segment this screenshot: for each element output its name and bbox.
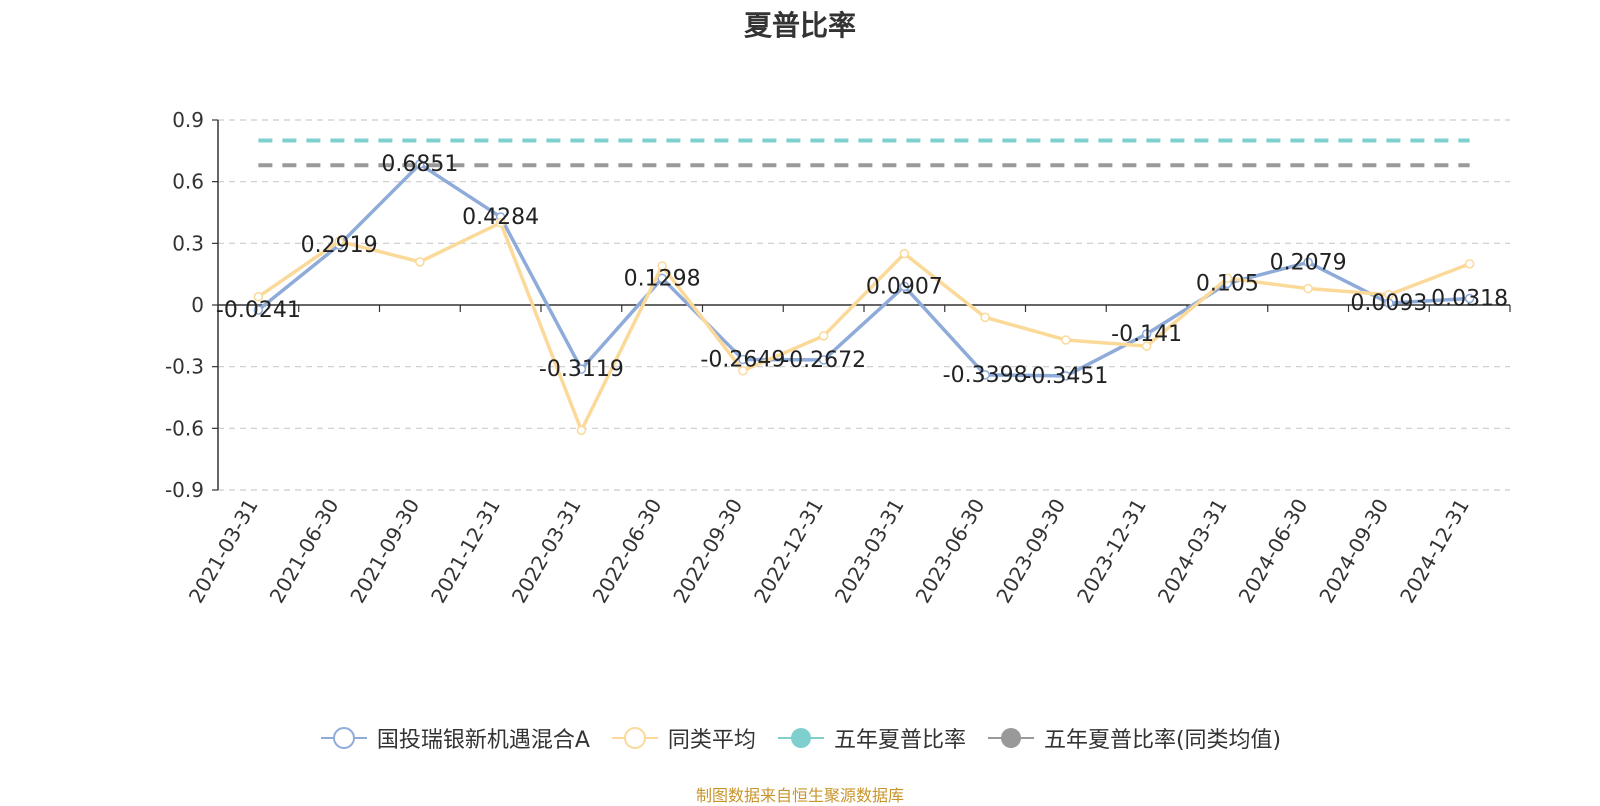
hollow-circle-icon [320, 727, 367, 749]
data-label: 0.1298 [624, 266, 701, 291]
data-label: 0.0907 [866, 274, 943, 299]
y-tick-label: 0.3 [172, 231, 204, 255]
hollow-circle-icon [611, 727, 658, 749]
data-point[interactable] [253, 305, 264, 315]
data-point[interactable] [495, 218, 506, 228]
x-tick-label: 2021-06-30 [265, 495, 344, 608]
data-point[interactable] [1141, 329, 1152, 339]
data-point[interactable] [738, 354, 748, 365]
data-point[interactable] [576, 425, 587, 436]
legend-item-1[interactable]: 同类平均 [610, 722, 756, 754]
data-label: -0.3119 [539, 357, 624, 382]
y-tick-label: -0.3 [165, 355, 204, 379]
data-label: -0.3398 [943, 363, 1028, 388]
data-point[interactable] [1464, 259, 1475, 269]
source-note: 制图数据来自恒生聚源数据库 [695, 786, 904, 805]
chart-title: 夏普比率 [743, 9, 856, 42]
legend-label: 同类平均 [667, 728, 756, 753]
data-point[interactable] [334, 236, 344, 247]
x-tick-label: 2023-03-31 [830, 495, 909, 608]
data-label: -0.3451 [1023, 364, 1108, 389]
data-point[interactable] [657, 273, 667, 284]
x-tick-label: 2024-06-30 [1234, 495, 1313, 608]
data-point[interactable] [1061, 335, 1071, 345]
legend-label: 五年夏普比率(同类均值) [1043, 728, 1282, 753]
x-tick-label: 2022-03-31 [507, 495, 586, 608]
x-tick-label: 2024-12-31 [1395, 495, 1474, 608]
data-label: 0.0318 [1431, 286, 1508, 311]
data-point[interactable] [1464, 293, 1475, 304]
data-point[interactable] [253, 292, 264, 302]
y-tick-label: 0.9 [172, 108, 204, 132]
data-point[interactable] [1141, 341, 1152, 351]
data-label: -0.2672 [781, 348, 866, 373]
data-label: 0.0093 [1350, 291, 1427, 316]
x-tick-label: 2024-09-30 [1314, 495, 1393, 608]
x-tick-label: 2021-09-30 [345, 495, 424, 608]
legend: 国投瑞银新机遇混合A 同类平均 五年夏普比率 五年夏普比率(同类均值) [0, 722, 1600, 754]
x-tick-label: 2023-12-31 [1072, 495, 1151, 608]
filled-circle-icon [987, 728, 1034, 748]
y-tick-label: 0.6 [172, 170, 204, 194]
data-point[interactable] [1061, 371, 1071, 381]
y-tick-label: -0.9 [165, 478, 204, 502]
data-label: 0.4284 [462, 205, 539, 230]
x-tick-label: 2022-09-30 [668, 495, 747, 608]
x-tick-label: 2023-09-30 [991, 495, 1070, 608]
data-point[interactable] [1222, 273, 1233, 284]
data-point[interactable] [738, 366, 748, 376]
y-tick-label: -0.6 [165, 416, 204, 440]
data-label: -0.2649 [700, 347, 785, 372]
data-point[interactable] [818, 355, 829, 365]
data-point[interactable] [980, 370, 990, 380]
series-line-0 [257, 162, 1470, 378]
data-point[interactable] [576, 364, 587, 374]
data-label: 0.2919 [301, 233, 378, 258]
legend-item-0[interactable]: 国投瑞银新机遇混合A [319, 722, 590, 754]
y-tick-label: 0 [191, 293, 204, 317]
legend-item-2[interactable]: 五年夏普比率 [776, 722, 966, 754]
data-point[interactable] [1303, 257, 1313, 268]
x-tick-label: 2023-06-30 [911, 495, 990, 608]
data-label: 0.105 [1196, 271, 1259, 296]
data-point[interactable] [1384, 289, 1394, 300]
data-point[interactable] [415, 257, 425, 267]
data-point[interactable] [818, 331, 829, 341]
legend-item-3[interactable]: 五年夏普比率(同类均值) [986, 722, 1281, 754]
data-point[interactable] [899, 281, 910, 292]
data-point[interactable] [657, 261, 667, 271]
data-label: -0.0241 [216, 298, 301, 323]
x-tick-label: 2022-06-30 [588, 495, 667, 608]
legend-label: 五年夏普比率 [833, 728, 966, 753]
data-point[interactable] [1303, 283, 1313, 294]
x-tick-label: 2021-03-31 [184, 495, 263, 608]
data-point[interactable] [980, 312, 990, 323]
data-label: -0.141 [1111, 322, 1182, 347]
legend-label: 国投瑞银新机遇混合A [376, 728, 590, 753]
x-tick-label: 2022-12-31 [749, 495, 828, 608]
series-line-1 [257, 221, 1471, 433]
data-label: 0.6851 [381, 152, 458, 177]
data-label: 0.2079 [1270, 250, 1347, 275]
x-tick-label: 2024-03-31 [1153, 495, 1232, 608]
data-point[interactable] [899, 248, 910, 259]
x-tick-label: 2021-12-31 [426, 495, 505, 608]
filled-circle-icon [777, 728, 824, 748]
